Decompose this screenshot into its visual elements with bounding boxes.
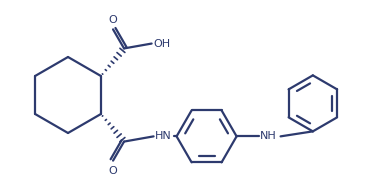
Text: O: O: [109, 15, 117, 25]
Text: OH: OH: [154, 38, 171, 48]
Text: O: O: [109, 166, 117, 176]
Text: NH: NH: [260, 131, 276, 141]
Text: HN: HN: [154, 131, 171, 141]
